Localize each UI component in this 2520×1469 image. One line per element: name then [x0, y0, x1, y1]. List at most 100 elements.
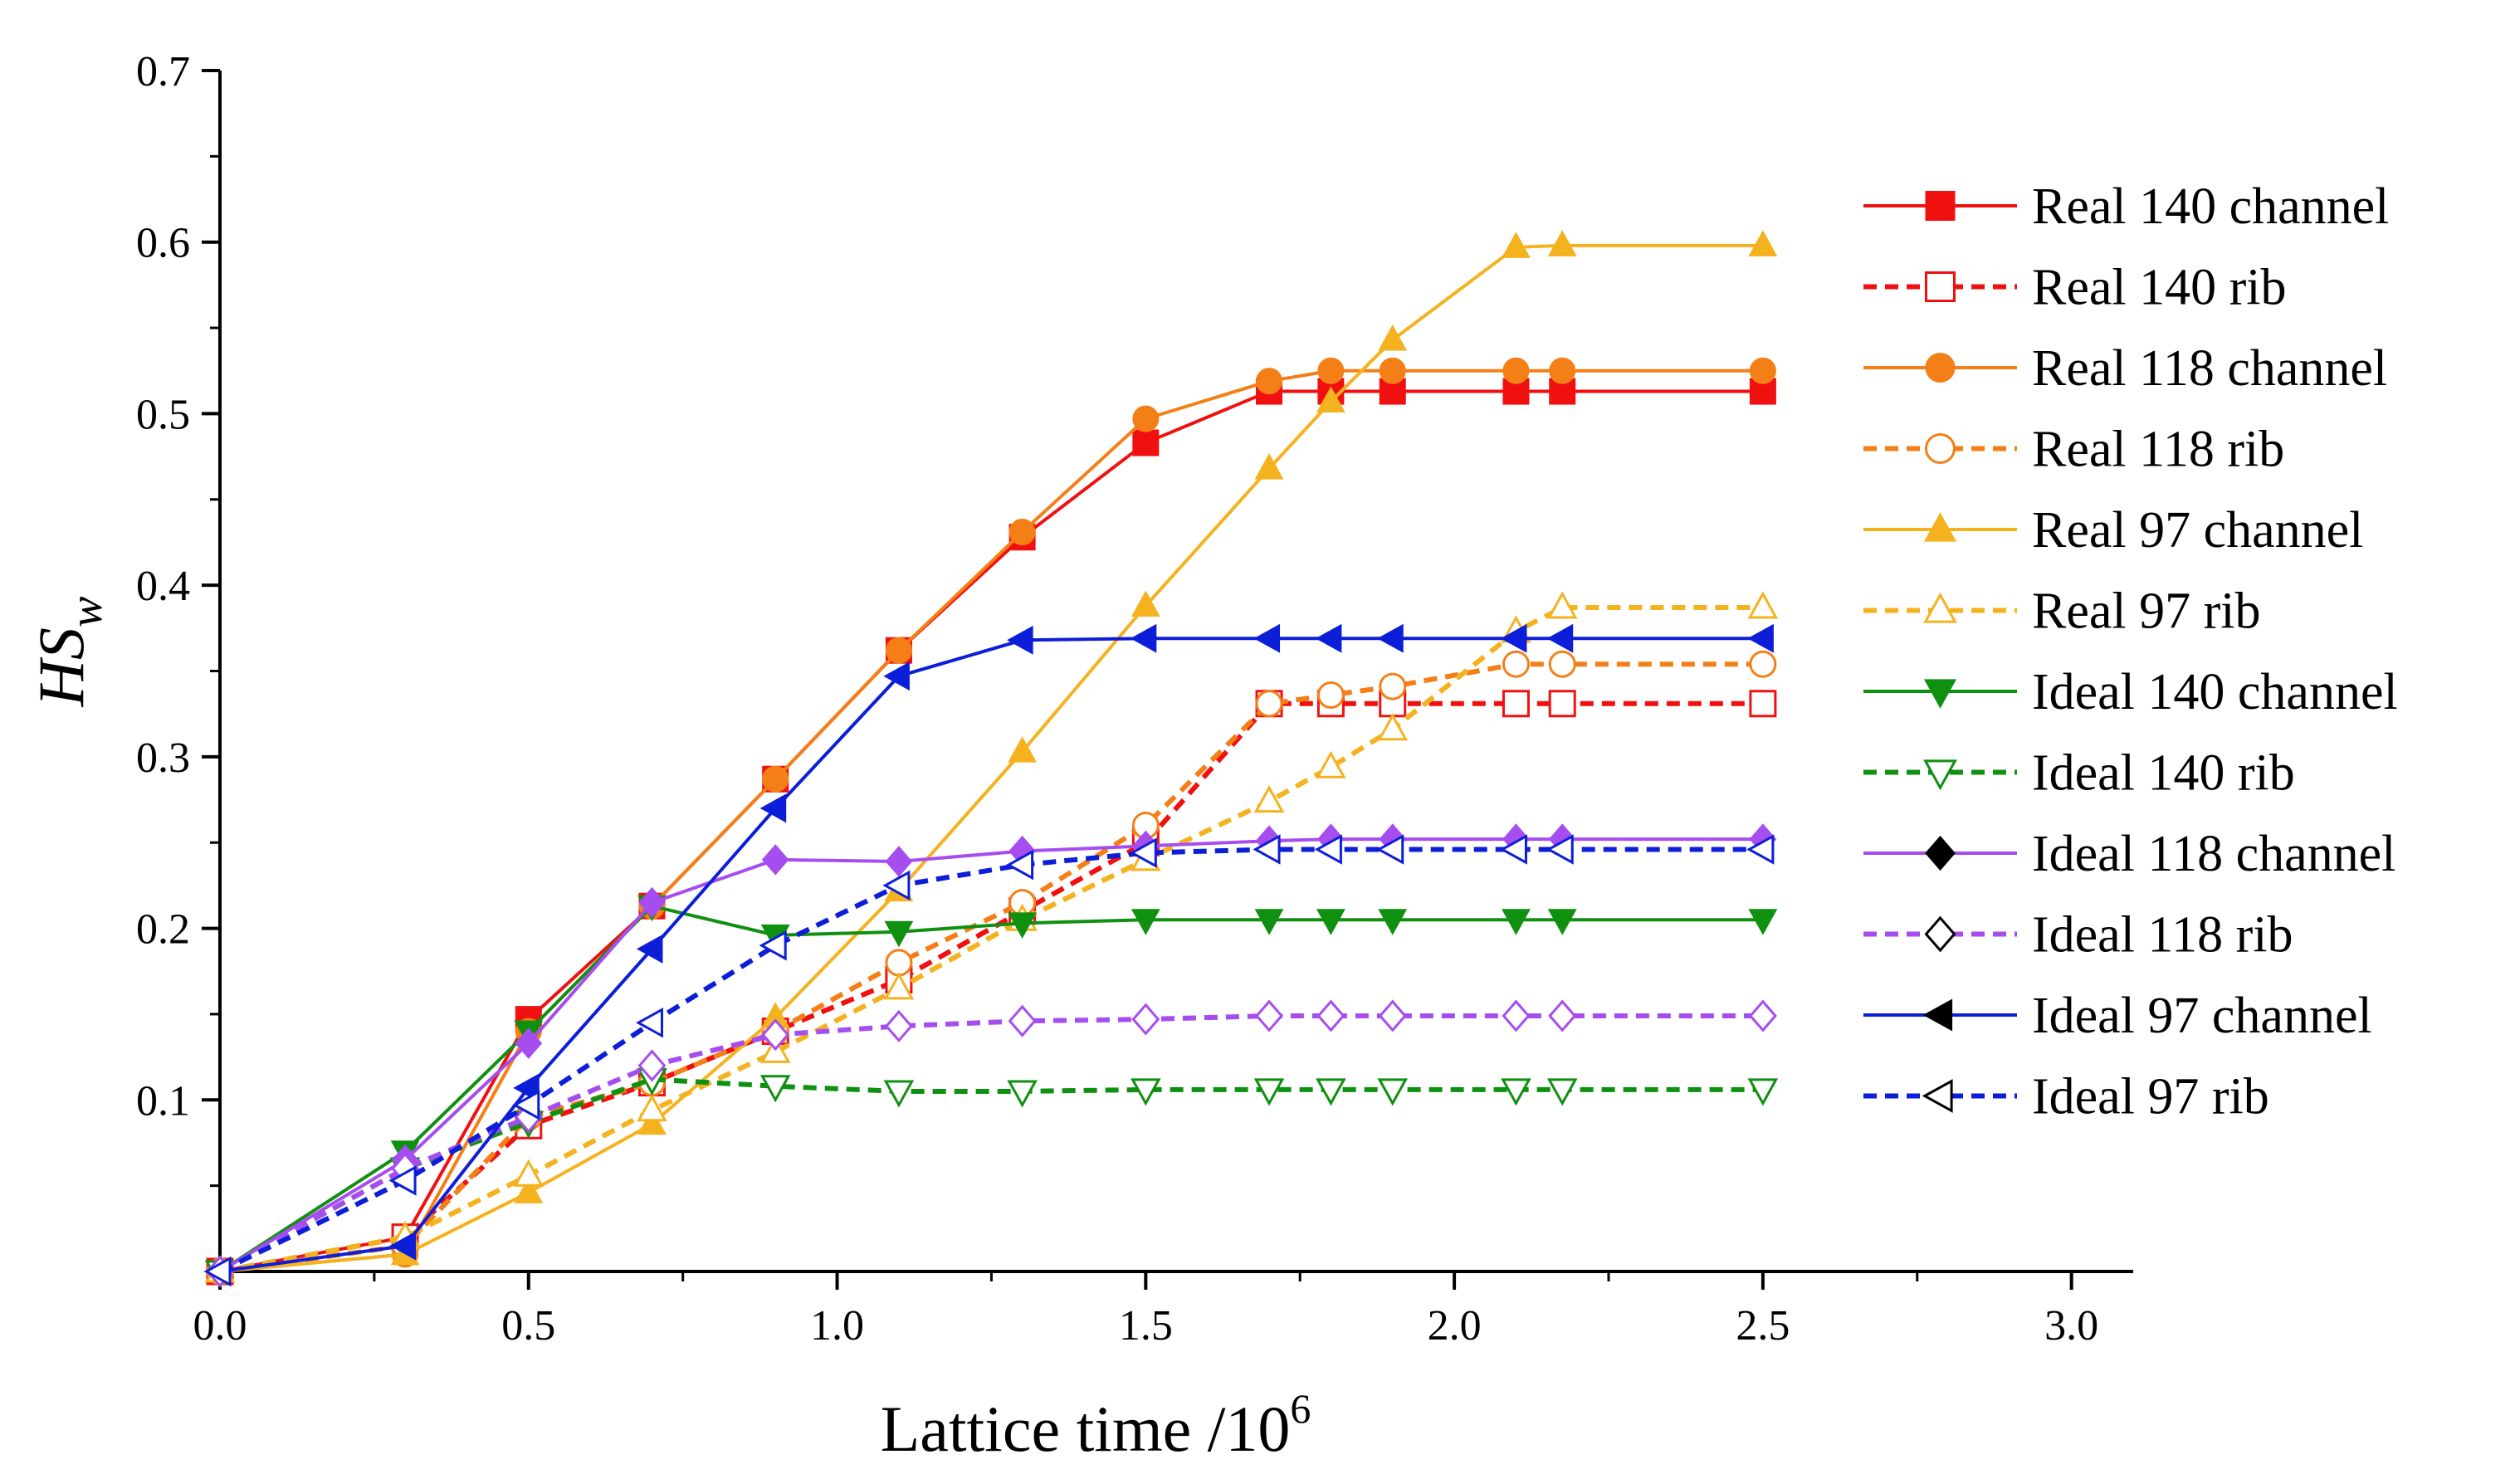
data-point — [1008, 736, 1038, 763]
data-point — [1379, 672, 1407, 700]
series-line — [218, 847, 1763, 1274]
data-point — [1131, 590, 1160, 617]
legend-label: Real 118 rib — [2032, 422, 2284, 478]
data-point — [1546, 623, 1574, 653]
data-point — [761, 844, 789, 876]
data-point — [885, 637, 912, 664]
data-point — [1502, 232, 1531, 258]
data-point — [1547, 909, 1577, 935]
series-9 — [206, 999, 1777, 1288]
data-point — [1379, 357, 1406, 384]
data-point — [1547, 230, 1577, 256]
data-point — [1254, 909, 1284, 935]
series-11 — [203, 834, 1775, 1287]
series-layer — [203, 230, 1779, 1288]
legend-label: Ideal 140 rib — [2032, 745, 2295, 802]
data-point — [1378, 909, 1408, 935]
legend-marker — [1925, 353, 1956, 383]
series-7 — [204, 1067, 1779, 1288]
x-tick-label: 2.0 — [1428, 1302, 1482, 1349]
data-point — [1255, 999, 1284, 1032]
data-point — [1499, 834, 1527, 865]
series-line — [219, 700, 1763, 1274]
legend-marker — [1925, 835, 1956, 871]
data-point — [637, 1094, 667, 1122]
data-point — [884, 1009, 913, 1042]
legend-item: Real 140 rib — [1863, 260, 2287, 316]
data-point — [1256, 368, 1283, 395]
legend: Real 140 channel Real 140 rib Real 118 cha… — [1863, 178, 2398, 1125]
legend-marker — [1923, 679, 1957, 709]
data-point — [1502, 999, 1531, 1032]
data-point — [203, 1256, 232, 1287]
data-point — [1316, 386, 1345, 412]
legend-item: Real 97 channel — [1863, 502, 2363, 559]
data-point — [1747, 623, 1774, 653]
series-line — [219, 661, 1763, 1274]
y-tick-label: 0.4 — [136, 563, 190, 610]
legend-label: Ideal 97 channel — [2032, 988, 2372, 1044]
data-point — [1501, 1078, 1531, 1106]
data-point — [1749, 357, 1776, 384]
data-point — [1253, 623, 1281, 653]
data-point — [1746, 834, 1775, 865]
legend-item: Real 118 rib — [1863, 422, 2284, 478]
data-point — [1008, 912, 1038, 939]
data-point — [1748, 230, 1778, 256]
legend-marker — [1922, 1079, 1953, 1113]
data-point — [1314, 834, 1342, 865]
data-point — [1316, 681, 1345, 709]
legend-item: Real 118 channel — [1863, 340, 2387, 397]
data-point — [1253, 834, 1281, 865]
series-line — [219, 368, 1763, 1273]
data-point — [1316, 750, 1346, 778]
data-point — [1747, 591, 1779, 619]
data-point — [1130, 623, 1157, 653]
data-point — [1378, 999, 1407, 1032]
data-point — [1007, 625, 1033, 655]
legend-label: Ideal 118 rib — [2032, 907, 2293, 964]
data-point — [1546, 834, 1574, 865]
legend-item: Ideal 140 rib — [1863, 745, 2295, 802]
data-point — [1253, 785, 1285, 813]
data-point — [1749, 650, 1777, 678]
y-tick-label: 0.1 — [136, 1077, 190, 1125]
data-point — [1546, 591, 1578, 619]
data-point — [884, 920, 914, 948]
data-point — [1007, 1080, 1038, 1108]
legend-label: Ideal 140 channel — [2032, 664, 2398, 720]
data-point — [1502, 690, 1530, 718]
series-8 — [206, 823, 1777, 1287]
legend-marker — [1925, 433, 1956, 464]
data-point — [885, 949, 913, 977]
data-point — [1131, 909, 1160, 935]
y-tick-label: 0.5 — [136, 391, 190, 438]
data-point — [1316, 999, 1345, 1032]
data-point — [388, 1165, 417, 1196]
data-point — [1315, 623, 1342, 653]
data-point — [1549, 357, 1576, 384]
data-point — [759, 793, 787, 823]
data-point — [1253, 1078, 1285, 1106]
legend-item: Ideal 118 rib — [1863, 907, 2293, 964]
series-10 — [204, 623, 1774, 1286]
data-point — [1317, 357, 1345, 384]
legend-item: Ideal 118 channel — [1863, 826, 2395, 882]
series-line — [218, 1013, 1763, 1274]
y-tick-label: 0.7 — [136, 48, 190, 95]
data-point — [637, 1049, 667, 1082]
data-point — [1129, 837, 1157, 868]
series-line — [219, 637, 1763, 1273]
legend-label: Real 97 rib — [2032, 583, 2261, 640]
data-point — [1377, 1078, 1409, 1106]
legend-item: Ideal 97 rib — [1863, 1069, 2269, 1125]
legend-label: Ideal 118 channel — [2032, 826, 2395, 882]
y-tick-label: 0.2 — [136, 906, 190, 954]
series-2 — [207, 357, 1776, 1285]
data-point — [635, 1007, 663, 1038]
data-point — [1008, 1004, 1037, 1037]
legend-item: Ideal 97 channel — [1863, 988, 2372, 1044]
data-point — [1548, 999, 1577, 1032]
series-line — [219, 243, 1763, 1273]
data-point — [1500, 623, 1527, 653]
